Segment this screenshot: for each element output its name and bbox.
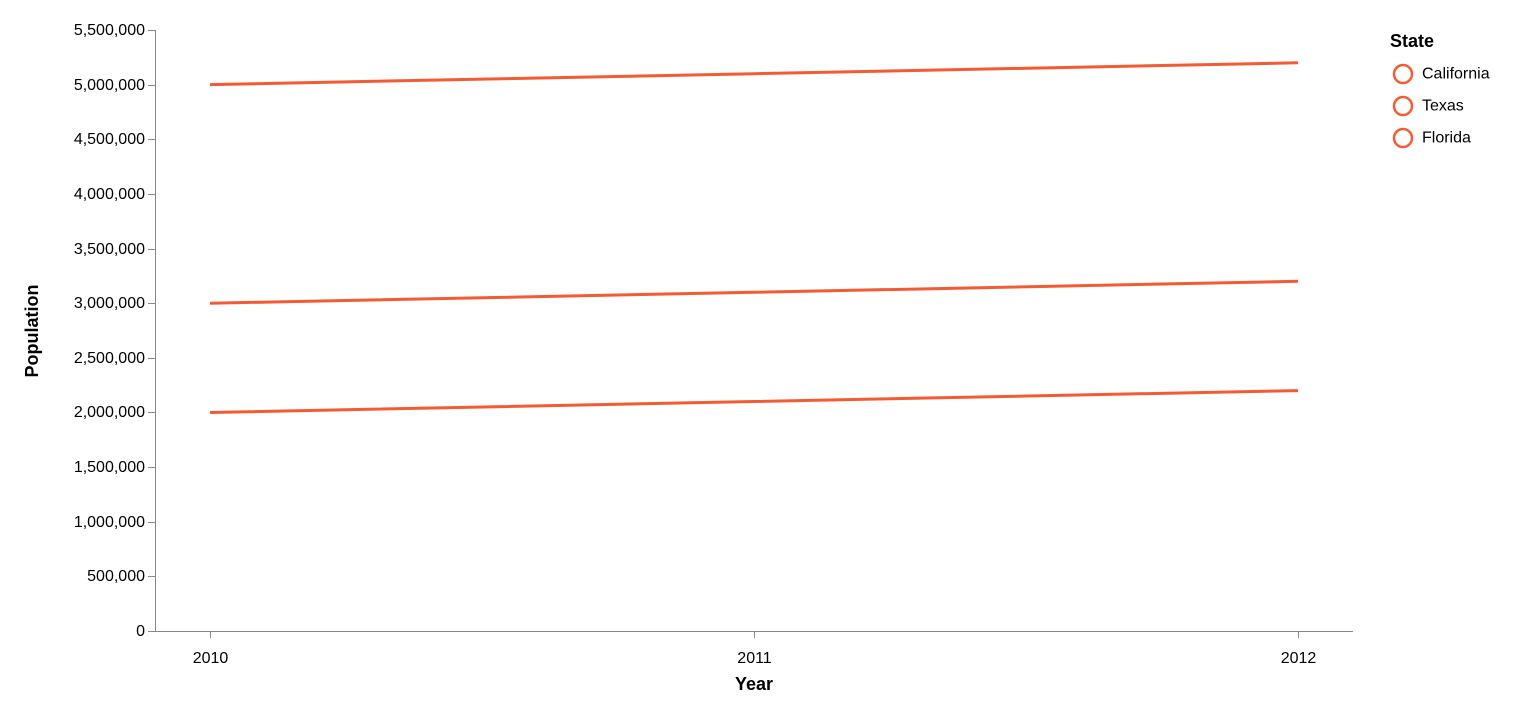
y-axis: 0 500,000 1,000,000 1,500,000 2,000,000 2,500… [74,22,156,640]
y-tick-label: 1,000,000 [74,514,145,531]
series-line-california [209,61,1299,87]
y-tick-label: 3,000,000 [74,295,145,312]
series-line-florida [209,389,1299,414]
y-tick-label: 5,500,000 [74,22,145,39]
x-tick-label: 2012 [1281,650,1317,667]
y-tick-label: 500,000 [87,568,145,585]
legend-title: State [1390,31,1434,51]
legend-items: California Texas Florida [1392,63,1490,149]
legend-label-texas: Texas [1422,98,1464,115]
legend: State California Texas Florida [1390,31,1490,149]
x-axis: 2010 2011 2012 [155,631,1353,667]
x-tick-label: 2011 [737,650,772,667]
y-axis-title: Population [22,285,42,378]
y-tick-label: 2,000,000 [74,404,145,421]
legend-symbol-florida [1392,127,1414,149]
y-tick-label: 3,500,000 [74,241,145,258]
y-tick-label: 2,500,000 [74,350,145,367]
series-line-texas [209,279,1299,305]
series-lines [209,61,1299,414]
legend-label-california: California [1422,66,1490,83]
y-tick-label: 0 [136,623,145,640]
y-tick-label: 4,000,000 [74,186,145,203]
legend-symbol-california [1392,63,1414,85]
y-tick-label: 4,500,000 [74,131,145,148]
y-tick-label: 1,500,000 [74,459,145,476]
legend-label-florida: Florida [1422,130,1471,147]
x-axis-title: Year [735,674,773,694]
legend-symbol-texas [1392,95,1414,117]
x-tick-label: 2010 [193,650,229,667]
y-tick-label: 5,000,000 [74,77,145,94]
